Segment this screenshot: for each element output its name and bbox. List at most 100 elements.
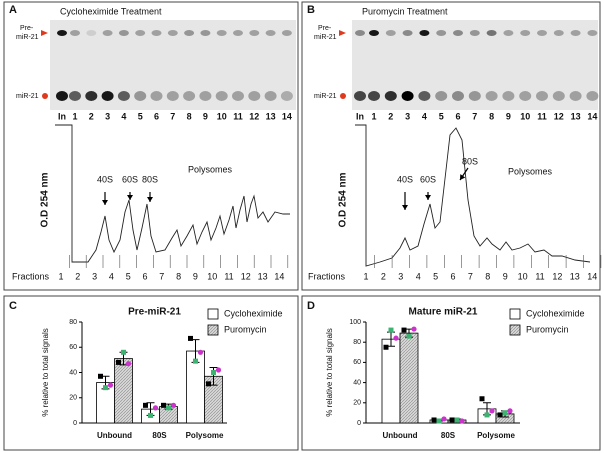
replicate-point <box>197 349 204 355</box>
replicate-point <box>125 361 132 367</box>
peak-annotation: 60S <box>420 174 436 184</box>
lane-label: 2 <box>89 111 94 121</box>
lane-label: 4 <box>422 111 427 121</box>
legend-swatch <box>207 324 219 336</box>
replicate-point <box>454 417 460 423</box>
gel-band <box>537 30 547 36</box>
legend-label: Cycloheximide <box>526 308 585 318</box>
y-axis-label: O.D 254 nm <box>338 172 349 227</box>
fraction-label: 7 <box>159 271 164 281</box>
gel-band <box>536 91 548 101</box>
gel-band <box>184 30 195 36</box>
legend-swatch <box>509 324 521 336</box>
lane-label: 5 <box>138 111 143 121</box>
gel-band <box>101 91 114 101</box>
replicate-point <box>406 333 412 339</box>
panel-label: A <box>9 4 17 16</box>
gel-band <box>587 30 598 36</box>
marker-dot <box>42 93 48 99</box>
precursor-label: Pre- <box>20 25 34 32</box>
lane-label: 12 <box>249 111 259 121</box>
lane-label: 10 <box>217 111 227 121</box>
gel-band <box>117 91 130 101</box>
panel-frame <box>301 295 601 451</box>
x-tick-label: 80S <box>152 431 167 440</box>
fraction-label: 13 <box>258 271 268 281</box>
lane-label: 11 <box>537 111 547 121</box>
fraction-label: 14 <box>587 271 597 281</box>
gel-band <box>369 30 379 36</box>
peak-annotation: 40S <box>97 174 113 184</box>
replicate-point <box>152 405 159 411</box>
gel-band <box>368 91 380 101</box>
gel-band <box>216 30 227 36</box>
replicate-point <box>449 417 455 423</box>
replicate-point <box>170 402 177 408</box>
peak-annotation: 80S <box>142 174 158 184</box>
gel-band <box>200 30 211 36</box>
absorbance-trace <box>55 124 290 263</box>
gel-band <box>503 30 514 36</box>
gel-band <box>118 30 129 36</box>
chart-title: Pre-miR-21 <box>128 307 181 318</box>
replicate-point <box>166 405 171 411</box>
fraction-label: 8 <box>485 271 490 281</box>
replicate-point <box>393 335 399 341</box>
peak-annotation: Polysomes <box>188 164 233 174</box>
legend-swatch <box>509 308 521 320</box>
lane-label: 9 <box>506 111 511 121</box>
y-tick-label: 40 <box>69 369 77 376</box>
panel-frame <box>301 1 601 291</box>
replicate-point <box>436 418 442 424</box>
lane-label: 1 <box>72 111 77 121</box>
chart-title: Mature miR-21 <box>409 307 478 318</box>
gel-band <box>552 91 565 101</box>
lane-label: 1 <box>371 111 376 121</box>
arrowhead <box>460 174 466 180</box>
replicate-point <box>489 408 495 414</box>
replicate-point <box>441 416 447 422</box>
absorbance-trace <box>355 124 591 267</box>
replicate-point <box>107 382 114 388</box>
gel-band <box>248 91 261 101</box>
gel-band <box>233 30 243 36</box>
gel-band <box>502 91 515 101</box>
gel-band <box>469 30 480 36</box>
replicate-point <box>479 396 485 402</box>
gel-band <box>419 30 430 36</box>
y-tick-label: 100 <box>349 319 361 326</box>
fraction-label: 9 <box>193 271 198 281</box>
fraction-label: 11 <box>224 271 233 281</box>
gel-band <box>86 30 97 36</box>
replicate-point <box>383 344 389 350</box>
x-tick-label: Polysome <box>477 431 515 440</box>
y-tick-label: 20 <box>353 400 361 407</box>
fraction-label: 5 <box>126 271 131 281</box>
fraction-label: 12 <box>241 271 251 281</box>
panel-label: C <box>9 300 17 312</box>
arrowhead <box>102 200 108 205</box>
gel-band <box>570 30 581 36</box>
gel-band <box>586 91 599 101</box>
fraction-label: 6 <box>450 271 455 281</box>
gel-band <box>354 91 366 101</box>
peak-annotation: 60S <box>122 174 138 184</box>
gel-band <box>183 91 196 101</box>
y-tick-label: 40 <box>353 379 361 386</box>
arrowhead <box>41 30 48 36</box>
gel-band <box>151 30 162 36</box>
gel-band <box>453 30 463 36</box>
gel-band <box>486 30 497 36</box>
fraction-label: 2 <box>75 271 80 281</box>
fraction-label: 10 <box>207 271 217 281</box>
replicate-point <box>401 327 407 333</box>
precursor-label: Pre- <box>318 25 332 32</box>
fraction-label: 6 <box>142 271 147 281</box>
replicate-point <box>188 335 193 341</box>
panel-title: Cycloheximide Treatment <box>60 6 162 16</box>
fraction-label: 8 <box>176 271 181 281</box>
replicate-point <box>502 410 508 416</box>
fraction-label: 1 <box>363 271 368 281</box>
lane-label: 6 <box>154 111 159 121</box>
